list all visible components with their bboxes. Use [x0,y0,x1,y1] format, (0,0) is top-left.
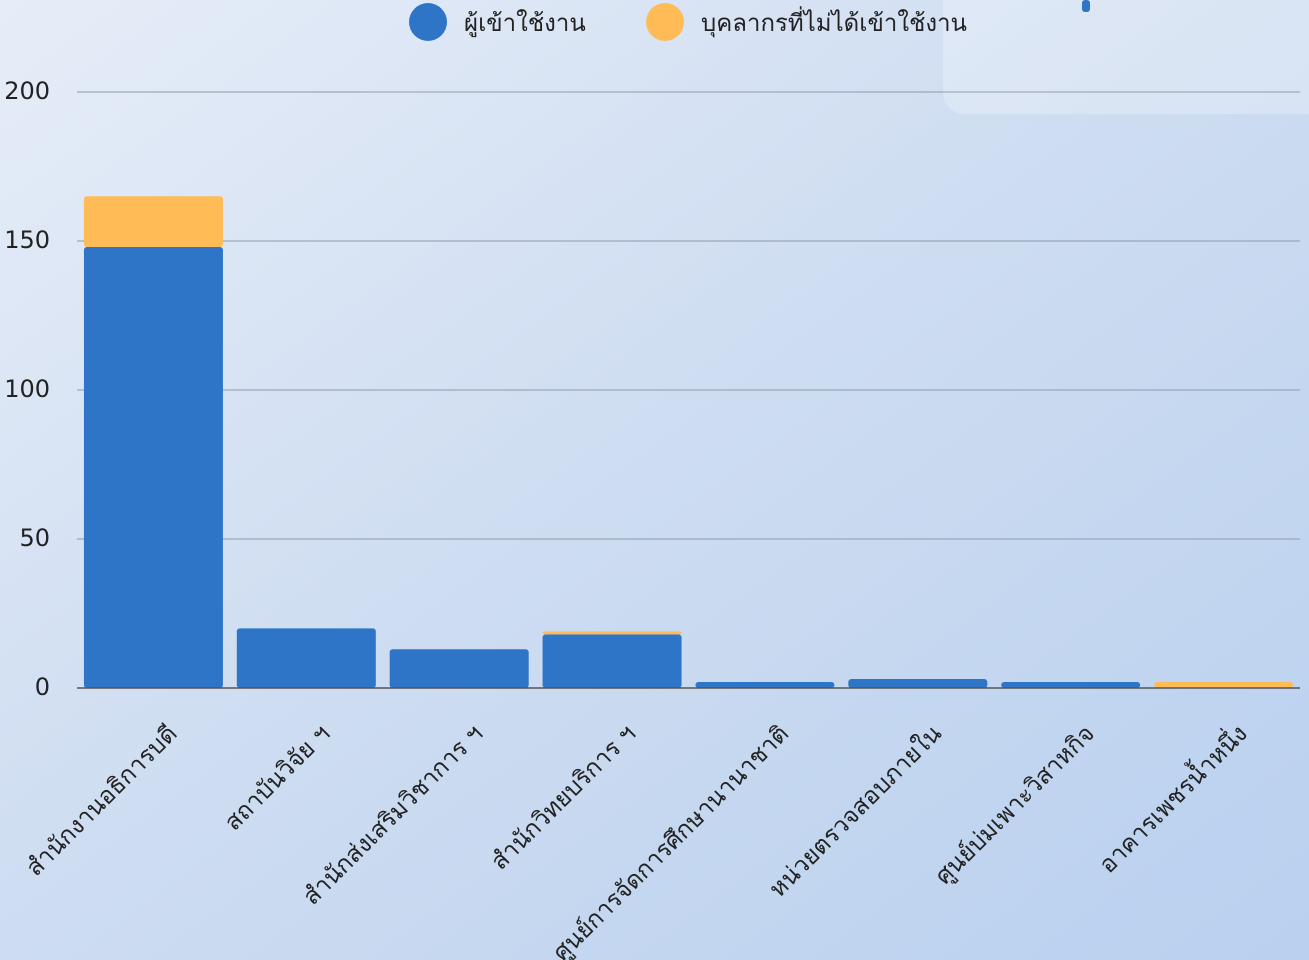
decoration [1082,0,1090,12]
y-tick-label: 100 [4,375,50,403]
bar-segment [542,631,682,635]
bar-segment [848,679,988,688]
bar-segment [1154,682,1294,688]
y-tick-label: 150 [4,226,50,254]
legend-label: บุคลากรที่ไม่ได้เข้าใช้งาน [701,6,967,38]
legend-label: ผู้เข้าใช้งาน [464,9,586,38]
bar-segment [389,649,529,688]
bar-segment [83,246,223,688]
bar-segment [236,628,376,688]
legend-swatch [409,3,447,41]
y-tick-label: 0 [35,673,50,701]
bar-segment [542,634,682,688]
y-tick-label: 200 [4,77,50,105]
bar-segment [695,682,835,688]
bar-segment [83,196,223,247]
bar-segment [1001,682,1141,688]
legend-swatch [646,3,684,41]
decoration [943,0,1309,114]
y-tick-label: 50 [19,524,50,552]
